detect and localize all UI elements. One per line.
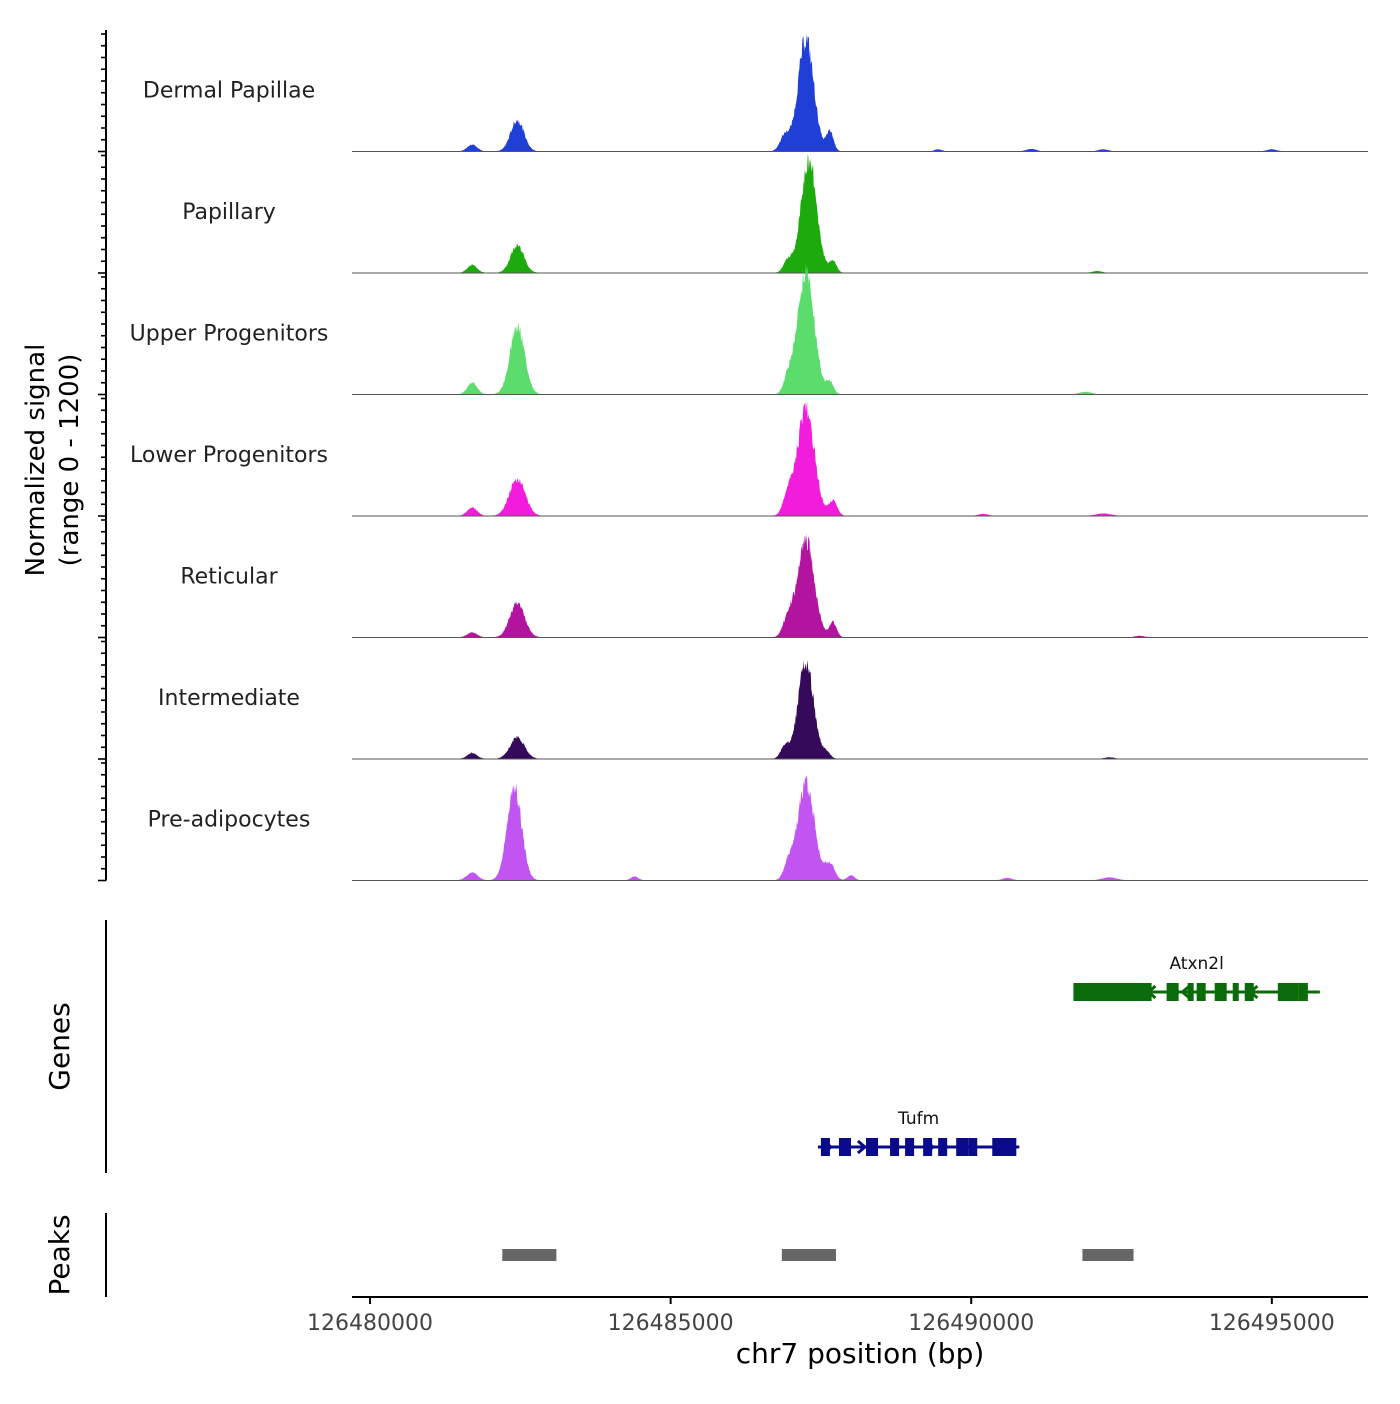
track-label: Lower Progenitors bbox=[130, 443, 328, 468]
gene-label: Tufm bbox=[897, 1109, 939, 1129]
x-tick-label: 126495000 bbox=[1209, 1311, 1335, 1336]
gene-exon bbox=[1187, 983, 1194, 1001]
gene-exon bbox=[890, 1138, 900, 1156]
signal-y-axis-title-line1: Normalized signal bbox=[21, 344, 51, 577]
genes-panel: Genes Atxn2l Tufm bbox=[43, 920, 1320, 1173]
peaks-panel: Peaks bbox=[43, 1213, 1134, 1297]
peaks-panel-title: Peaks bbox=[43, 1214, 76, 1295]
signal-y-axis-title: Normalized signal (range 0 - 1200) bbox=[21, 344, 85, 577]
track-label: Pre-adipocytes bbox=[148, 808, 311, 833]
gene-exon bbox=[938, 1138, 948, 1156]
gene-exon bbox=[956, 1138, 969, 1156]
genes-panel-title: Genes bbox=[43, 1002, 76, 1090]
signal-panel: Normalized signal (range 0 - 1200) Dermal … bbox=[21, 30, 1368, 882]
signal-area bbox=[352, 154, 1368, 273]
gene-strand-arrow bbox=[1180, 984, 1191, 1000]
peak-region bbox=[1082, 1249, 1134, 1261]
x-tick-label: 126480000 bbox=[307, 1311, 433, 1336]
gene-exon bbox=[1277, 983, 1299, 1001]
gene-exon bbox=[992, 1138, 1017, 1156]
peak-region bbox=[502, 1249, 557, 1261]
gene-exon bbox=[1244, 983, 1254, 1001]
gene-exon bbox=[838, 1138, 851, 1156]
track-label: Upper Progenitors bbox=[130, 322, 329, 347]
gene-exon bbox=[1232, 983, 1239, 1001]
gene-exon bbox=[1166, 983, 1179, 1001]
x-axis: 126480000 126485000 126490000 126495000 chr7… bbox=[307, 1296, 1368, 1370]
x-axis-title: chr7 position (bp) bbox=[736, 1337, 985, 1370]
signal-y-axis-title-line2: (range 0 - 1200) bbox=[55, 354, 85, 567]
signal-area bbox=[352, 533, 1368, 638]
track-label: Reticular bbox=[180, 565, 278, 590]
gene-exon bbox=[866, 1138, 879, 1156]
peak-region bbox=[781, 1249, 836, 1261]
gene-exon bbox=[1298, 983, 1308, 1001]
gene-exon bbox=[1214, 983, 1227, 1001]
gene-exon bbox=[820, 1138, 830, 1156]
gene-exon bbox=[1073, 983, 1110, 1001]
gene-exon bbox=[968, 1138, 978, 1156]
gene-exon bbox=[923, 1138, 933, 1156]
signal-area bbox=[352, 401, 1368, 516]
gene-exon bbox=[905, 1138, 915, 1156]
x-tick-label: 126490000 bbox=[908, 1311, 1034, 1336]
gene-exon bbox=[1196, 983, 1206, 1001]
track-label: Dermal Papillae bbox=[143, 79, 315, 104]
gene-label: Atxn2l bbox=[1169, 954, 1223, 974]
gene-exon bbox=[1109, 983, 1152, 1001]
track-label: Papillary bbox=[182, 200, 276, 225]
track-label: Intermediate bbox=[158, 686, 300, 711]
gene-strand-arrow bbox=[856, 1139, 868, 1155]
x-tick-label: 126485000 bbox=[608, 1311, 734, 1336]
signal-area bbox=[352, 775, 1368, 881]
signal-area bbox=[352, 33, 1368, 152]
signal-area bbox=[352, 659, 1368, 759]
signal-area bbox=[352, 261, 1368, 395]
